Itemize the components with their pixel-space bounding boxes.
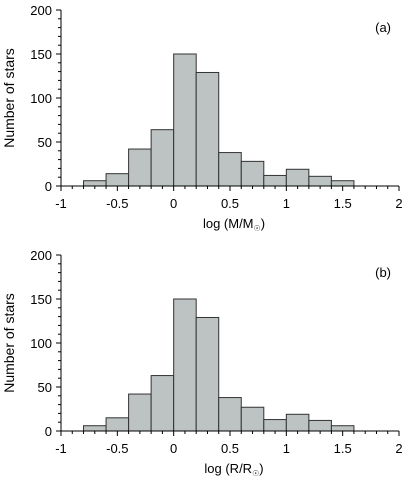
panel-label-a: (a) [375, 20, 391, 35]
x-axis-label-close-panel-b: ) [259, 461, 263, 476]
histogram-bar-b-8 [263, 419, 287, 432]
y-tick-label-b-2: 100 [30, 336, 52, 351]
y-tick-label-a-0: 0 [45, 179, 52, 194]
histogram-bar-a-11 [330, 180, 355, 187]
y-tick-label-a-2: 100 [30, 91, 52, 106]
histogram-bar-b-11 [330, 425, 355, 432]
histogram-bar-a-9 [285, 168, 310, 187]
y-tick-label-a-4: 200 [30, 3, 52, 18]
axes-frame-panel-b [60, 255, 399, 432]
x-tick-label-b-0: -1 [55, 441, 67, 456]
panel-a: -1 -0.5 0 0.5 1 1.5 2 0 50 100 150 200 Number of s… [1, 3, 403, 233]
bars-panel-b [83, 298, 355, 432]
bars-panel-a [83, 53, 355, 187]
histogram-bar-a-2 [128, 148, 152, 187]
x-axis-label-panel-a: log (M/M☉) [203, 216, 265, 233]
histogram-bar-b-6 [218, 397, 242, 432]
histogram-bar-a-7 [240, 160, 265, 187]
x-axis-label-main-panel-b: log (R/R [204, 461, 252, 476]
x-tick-label-a-5: 1.5 [334, 196, 352, 211]
panel-label-b: (b) [375, 265, 391, 280]
y-tick-label-b-3: 150 [30, 292, 52, 307]
histogram-bar-b-7 [240, 406, 265, 432]
x-tick-label-a-3: 0.5 [221, 196, 239, 211]
y-tick-labels-panel-a: 0 50 100 150 200 [30, 3, 52, 194]
y-tick-label-b-1: 50 [38, 380, 52, 395]
x-axis-label-subscript-panel-b: ☉ [252, 469, 259, 478]
histogram-bar-a-1 [105, 173, 130, 187]
y-tick-labels-panel-b: 0 50 100 150 200 [30, 248, 52, 439]
y-tick-label-b-0: 0 [45, 424, 52, 439]
axes-frame-panel-a [60, 10, 399, 187]
histogram-bar-b-0 [83, 425, 107, 432]
histogram-bar-b-2 [128, 393, 152, 432]
histogram-bar-b-4 [173, 298, 197, 432]
histogram-bar-a-6 [218, 152, 242, 187]
x-tick-label-b-3: 0.5 [221, 441, 239, 456]
panel-b: -1 -0.5 0 0.5 1 1.5 2 0 50 100 150 200 Number of s… [1, 248, 403, 478]
histogram-bar-b-10 [308, 419, 332, 432]
x-tick-label-b-6: 2 [395, 441, 402, 456]
y-axis-label-panel-b: Number of stars [1, 293, 17, 393]
x-tick-labels-panel-b: -1 -0.5 0 0.5 1 1.5 2 [55, 441, 402, 456]
histogram-bar-b-5 [195, 316, 220, 432]
histogram-bar-a-10 [308, 175, 332, 187]
x-tick-label-a-2: 0 [170, 196, 177, 211]
y-tick-label-a-1: 50 [38, 135, 52, 150]
x-tick-label-a-6: 2 [395, 196, 402, 211]
y-tick-label-a-3: 150 [30, 47, 52, 62]
x-tick-label-b-1: -0.5 [106, 441, 128, 456]
x-tick-label-a-4: 1 [283, 196, 290, 211]
y-axis-label-panel-a: Number of stars [1, 48, 17, 148]
y-tick-label-b-4: 200 [30, 248, 52, 263]
histogram-bar-b-1 [105, 417, 130, 432]
x-axis-label-close-panel-a: ) [261, 216, 265, 231]
x-tick-label-b-5: 1.5 [334, 441, 352, 456]
histogram-bar-a-3 [150, 129, 175, 187]
histogram-bar-b-9 [285, 413, 310, 432]
x-axis-label-main-panel-a: log (M/M [203, 216, 254, 231]
x-axis-label-subscript-panel-a: ☉ [254, 224, 261, 233]
x-tick-label-a-1: -0.5 [106, 196, 128, 211]
histogram-bar-a-4 [173, 53, 197, 187]
histogram-bar-a-5 [195, 71, 220, 187]
histogram-bar-a-0 [83, 180, 107, 187]
x-tick-labels-panel-a: -1 -0.5 0 0.5 1 1.5 2 [55, 196, 402, 211]
histogram-bar-b-3 [150, 375, 175, 432]
x-axis-label-panel-b: log (R/R☉) [204, 461, 263, 478]
histogram-bar-a-8 [263, 174, 287, 187]
x-tick-label-b-2: 0 [170, 441, 177, 456]
x-tick-label-b-4: 1 [283, 441, 290, 456]
x-tick-label-a-0: -1 [55, 196, 67, 211]
